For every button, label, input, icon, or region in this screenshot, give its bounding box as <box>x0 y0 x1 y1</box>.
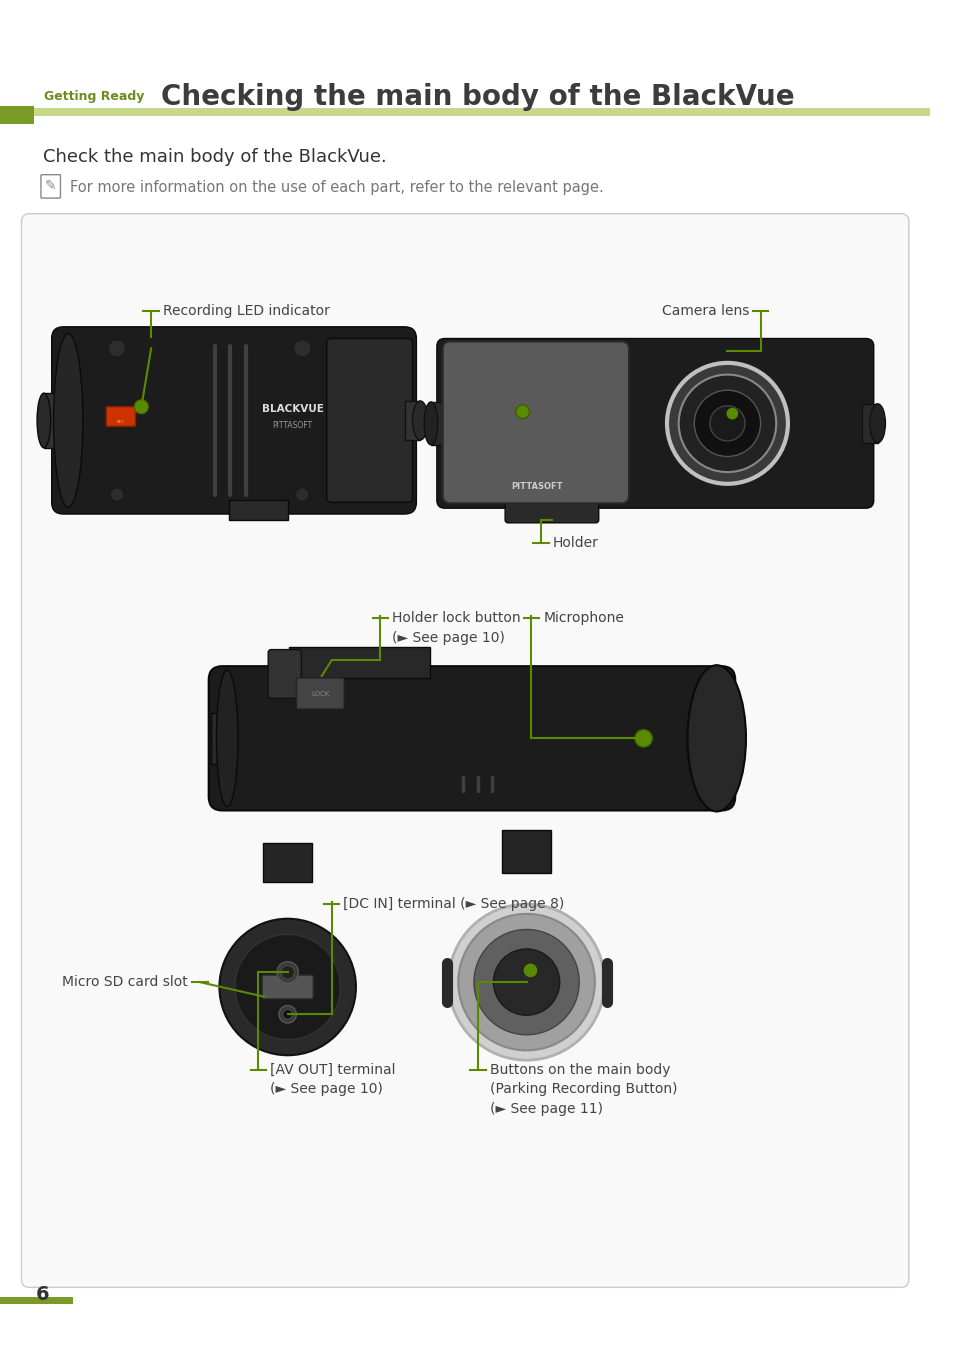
Circle shape <box>666 363 787 484</box>
Circle shape <box>726 408 738 420</box>
Circle shape <box>219 919 355 1056</box>
Text: Micro SD card slot: Micro SD card slot <box>62 975 188 989</box>
FancyBboxPatch shape <box>21 214 908 1287</box>
Ellipse shape <box>53 334 83 507</box>
FancyBboxPatch shape <box>51 327 416 514</box>
Circle shape <box>709 406 744 441</box>
Circle shape <box>474 929 578 1034</box>
Bar <box>263 843 312 882</box>
Circle shape <box>294 339 311 356</box>
Circle shape <box>280 966 294 979</box>
Circle shape <box>678 375 776 472</box>
Text: Getting Ready: Getting Ready <box>44 90 144 104</box>
Ellipse shape <box>869 404 884 443</box>
FancyBboxPatch shape <box>504 495 598 523</box>
Bar <box>862 404 877 443</box>
Bar <box>404 401 420 440</box>
Ellipse shape <box>412 401 428 440</box>
Bar <box>0 106 34 124</box>
Text: 6: 6 <box>36 1284 50 1303</box>
Bar <box>229 500 288 521</box>
Text: Buttons on the main body: Buttons on the main body <box>489 1063 669 1077</box>
Text: Check the main body of the BlackVue.: Check the main body of the BlackVue. <box>43 148 386 167</box>
Ellipse shape <box>687 666 745 811</box>
Ellipse shape <box>216 670 237 807</box>
Bar <box>211 713 228 764</box>
Circle shape <box>457 913 595 1050</box>
Text: For more information on the use of each part, refer to the relevant page.: For more information on the use of each … <box>71 180 603 195</box>
FancyBboxPatch shape <box>442 342 628 503</box>
Text: [DC IN] terminal (► See page 8): [DC IN] terminal (► See page 8) <box>343 897 564 911</box>
FancyBboxPatch shape <box>436 339 873 508</box>
Text: [AV OUT] terminal: [AV OUT] terminal <box>270 1063 395 1077</box>
Bar <box>431 402 448 445</box>
Circle shape <box>282 1009 293 1020</box>
Text: (► See page 10): (► See page 10) <box>392 631 504 644</box>
Bar <box>501 830 551 873</box>
Circle shape <box>493 950 559 1015</box>
Text: Camera lens: Camera lens <box>660 304 748 319</box>
Bar <box>289 647 430 678</box>
Bar <box>44 393 69 448</box>
Text: Recording LED indicator: Recording LED indicator <box>163 304 330 319</box>
FancyBboxPatch shape <box>268 650 301 698</box>
Text: REC: REC <box>116 421 125 425</box>
Bar <box>0 1297 73 1303</box>
Circle shape <box>234 935 340 1040</box>
Circle shape <box>134 399 148 414</box>
Text: Holder lock button: Holder lock button <box>392 612 520 625</box>
Circle shape <box>108 339 126 356</box>
Circle shape <box>276 962 298 983</box>
Text: Microphone: Microphone <box>542 612 623 625</box>
Circle shape <box>694 390 760 456</box>
Text: (► See page 10): (► See page 10) <box>270 1083 382 1096</box>
Circle shape <box>523 963 537 978</box>
Text: Checking the main body of the BlackVue: Checking the main body of the BlackVue <box>161 82 794 110</box>
Circle shape <box>111 488 124 502</box>
Text: (Parking Recording Button): (Parking Recording Button) <box>489 1083 677 1096</box>
FancyBboxPatch shape <box>106 406 135 426</box>
Text: PITTASOFT: PITTASOFT <box>511 483 562 491</box>
Circle shape <box>516 405 529 418</box>
Ellipse shape <box>424 402 437 445</box>
Circle shape <box>295 488 309 502</box>
Ellipse shape <box>37 393 51 448</box>
Circle shape <box>634 729 652 746</box>
Text: PITTASOFT: PITTASOFT <box>273 421 313 430</box>
FancyBboxPatch shape <box>209 666 735 811</box>
Text: LOCK: LOCK <box>312 691 330 698</box>
Text: ✎: ✎ <box>45 179 56 194</box>
FancyBboxPatch shape <box>326 339 412 502</box>
Text: BLACKVUE: BLACKVUE <box>261 404 323 414</box>
FancyBboxPatch shape <box>296 678 344 709</box>
Bar <box>0 109 929 116</box>
FancyBboxPatch shape <box>262 975 313 999</box>
Circle shape <box>448 904 604 1060</box>
Text: Holder: Holder <box>553 537 598 550</box>
Circle shape <box>278 1006 296 1024</box>
Text: (► See page 11): (► See page 11) <box>489 1102 602 1116</box>
